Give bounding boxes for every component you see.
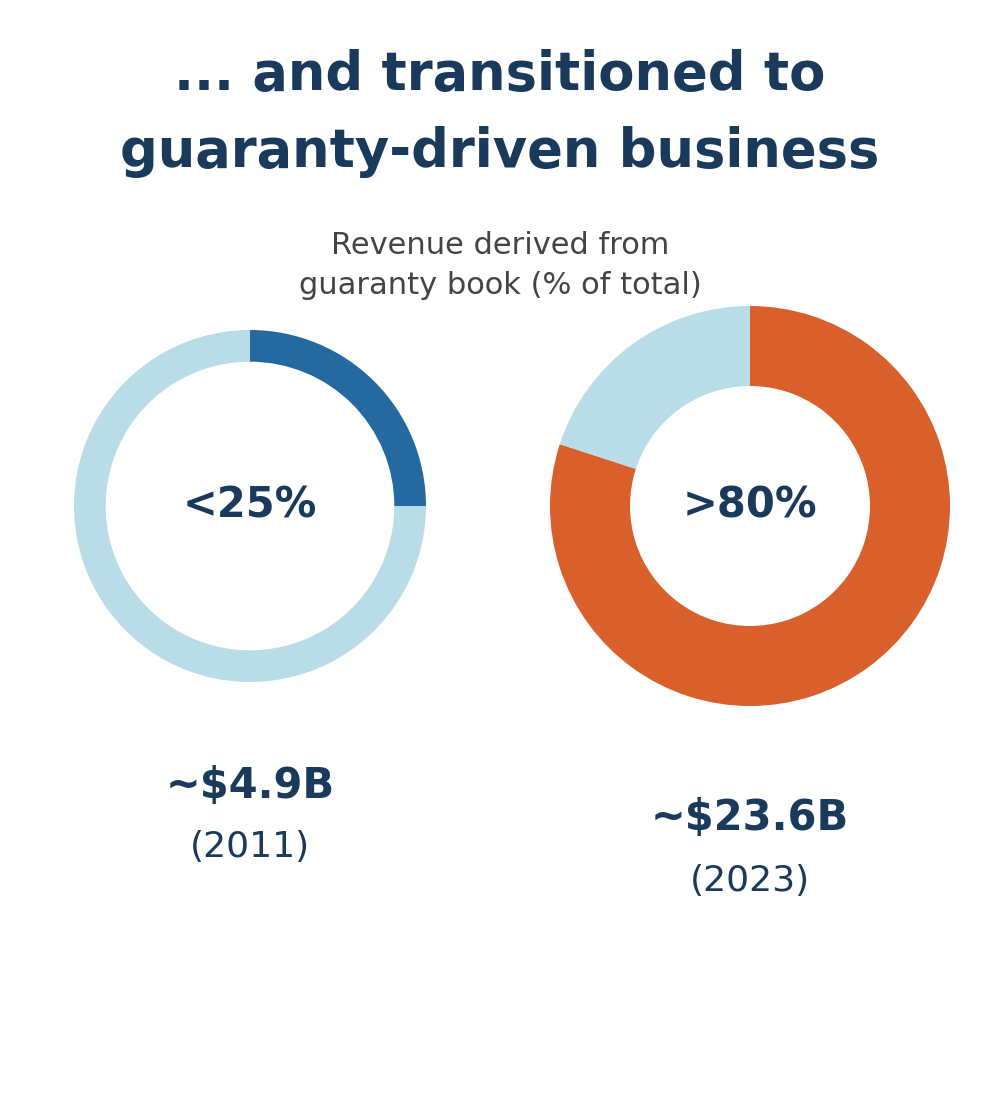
Text: (2023): (2023): [690, 864, 810, 898]
Text: Revenue derived from
guaranty book (% of total): Revenue derived from guaranty book (% of…: [299, 231, 701, 300]
Wedge shape: [550, 306, 950, 706]
Text: (2011): (2011): [190, 830, 310, 865]
Text: guaranty-driven business: guaranty-driven business: [120, 126, 880, 178]
Text: ~$4.9B: ~$4.9B: [165, 764, 335, 806]
Text: >80%: >80%: [683, 485, 817, 527]
Wedge shape: [560, 306, 750, 469]
Wedge shape: [74, 330, 426, 682]
Wedge shape: [250, 330, 426, 506]
Text: ... and transitioned to: ... and transitioned to: [174, 50, 826, 101]
Text: ~$23.6B: ~$23.6B: [651, 798, 849, 839]
Text: <25%: <25%: [183, 485, 317, 527]
